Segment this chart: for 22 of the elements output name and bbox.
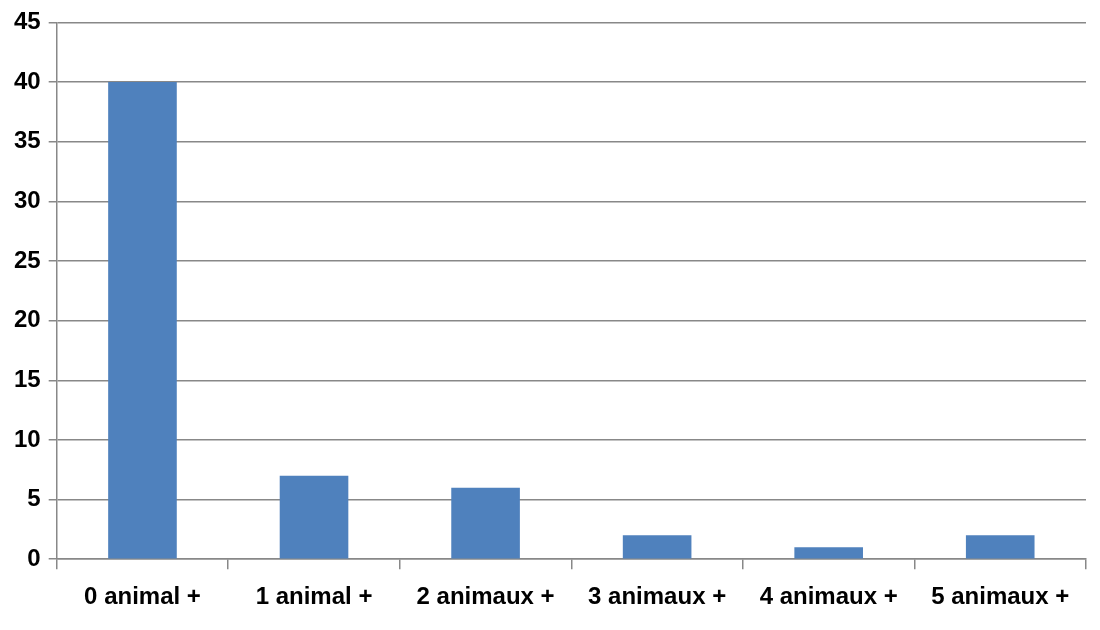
y-tick-label: 25 [13, 245, 41, 273]
y-tick-label: 0 [27, 543, 41, 571]
x-tick-label: 4 animaux + [759, 582, 898, 610]
x-tick-label: 5 animaux + [931, 582, 1070, 610]
y-tick-label: 5 [27, 484, 41, 512]
y-tick-label: 10 [13, 424, 41, 452]
x-tick-label: 1 animal + [255, 582, 373, 610]
y-tick-label: 45 [13, 7, 41, 35]
bar [451, 487, 520, 559]
x-tick-label: 3 animaux + [588, 582, 727, 610]
y-tick-label: 40 [13, 66, 41, 94]
y-tick-label: 15 [13, 364, 41, 392]
bar [794, 547, 863, 559]
y-tick-label: 35 [13, 126, 41, 154]
bar [965, 535, 1035, 559]
bar [279, 475, 349, 559]
y-tick-label: 30 [13, 185, 41, 213]
x-tick-label: 0 animal + [84, 582, 201, 610]
bar [108, 82, 177, 559]
y-tick-label: 20 [13, 305, 41, 333]
x-tick-label: 2 animaux + [416, 582, 555, 610]
bar [622, 535, 692, 559]
